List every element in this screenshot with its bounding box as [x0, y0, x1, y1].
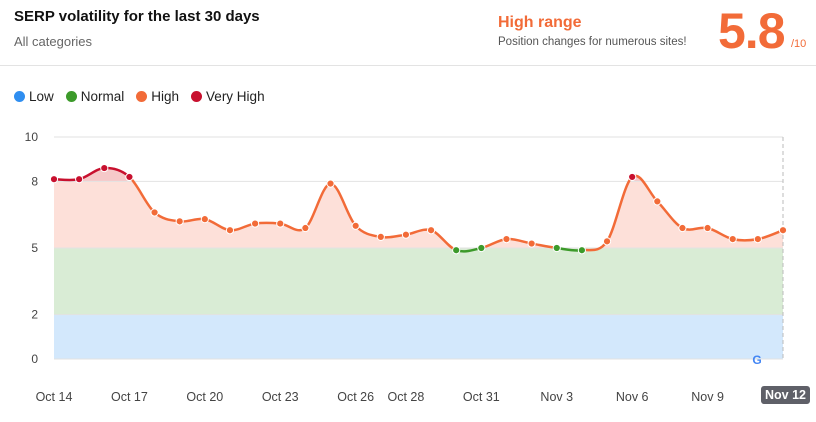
data-point — [125, 172, 134, 182]
range-label: High range — [498, 14, 582, 31]
data-point — [200, 215, 209, 224]
x-tick-label: Nov 3 — [540, 390, 573, 404]
data-point — [678, 223, 687, 233]
data-point — [552, 243, 561, 253]
data-point — [527, 239, 536, 248]
y-tick-label: 5 — [31, 241, 38, 255]
data-point — [477, 243, 486, 253]
x-tick-label: Oct 31 — [463, 390, 500, 404]
data-point — [602, 237, 612, 246]
score-max: /10 — [791, 38, 807, 50]
range-description: Position changes for numerous sites! — [498, 36, 687, 48]
data-point — [326, 179, 335, 188]
data-point — [276, 219, 285, 228]
band-low — [54, 314, 783, 359]
x-tick-label: Nov 6 — [616, 390, 649, 404]
chart-title: SERP volatility for the last 30 days — [14, 8, 260, 25]
x-tick-label: Oct 23 — [262, 390, 299, 404]
google-icon: G — [752, 353, 761, 367]
legend: Low Normal High Very High — [14, 89, 265, 104]
data-point — [401, 230, 411, 239]
x-tick-label: Nov 9 — [691, 390, 724, 404]
legend-label: High — [151, 89, 180, 104]
data-point — [653, 197, 662, 206]
band-normal — [54, 248, 783, 315]
volatility-score: 5.8 — [718, 3, 786, 59]
legend-low[interactable]: Low — [14, 89, 54, 104]
data-point — [728, 235, 737, 244]
data-point — [175, 217, 184, 226]
legend-label: Low — [29, 89, 54, 104]
x-tick-label: Oct 20 — [186, 390, 223, 404]
data-point — [225, 226, 235, 235]
data-point — [301, 223, 310, 233]
data-point — [502, 235, 511, 244]
y-tick-label: 8 — [31, 174, 38, 188]
legend-label: Very High — [206, 89, 265, 104]
legend-normal[interactable]: Normal — [65, 89, 125, 104]
divider — [0, 65, 816, 66]
legend-very-high[interactable]: Very High — [191, 89, 265, 104]
x-tick-label: Oct 14 — [36, 390, 73, 404]
data-point — [426, 226, 436, 235]
data-point — [452, 246, 461, 255]
data-point — [100, 163, 109, 173]
data-point — [628, 172, 637, 182]
y-tick-label: 2 — [31, 308, 38, 322]
data-point — [376, 232, 385, 241]
x-tick-label: Oct 28 — [388, 390, 425, 404]
data-point — [150, 208, 159, 217]
category-subtitle: All categories — [14, 34, 93, 49]
data-point — [577, 246, 586, 255]
y-tick-label: 10 — [25, 130, 39, 144]
x-tick-label: Oct 26 — [337, 390, 374, 404]
selected-date-label[interactable]: Nov 12 — [761, 386, 810, 404]
data-point — [703, 223, 712, 233]
legend-label: Normal — [80, 89, 125, 104]
x-tick-label: Oct 17 — [111, 390, 148, 404]
data-point — [251, 219, 260, 228]
data-point — [351, 221, 360, 230]
data-point — [49, 175, 59, 184]
band-high-area — [54, 168, 783, 248]
data-point — [778, 226, 788, 235]
legend-high[interactable]: High — [136, 89, 179, 104]
data-point — [753, 235, 762, 244]
y-tick-label: 0 — [31, 352, 38, 366]
data-point — [75, 175, 84, 184]
